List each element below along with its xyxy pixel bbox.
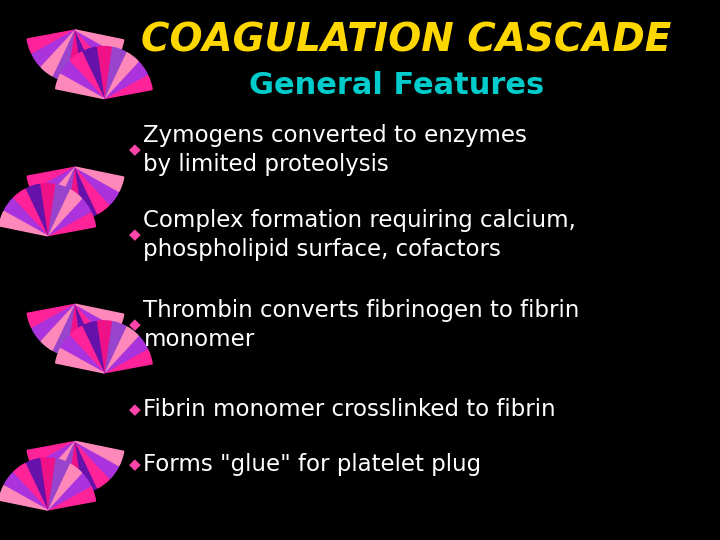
Wedge shape (48, 474, 91, 510)
Wedge shape (4, 473, 48, 510)
Text: Fibrin monomer crosslinked to fibrin: Fibrin monomer crosslinked to fibrin (143, 399, 556, 422)
Wedge shape (76, 441, 124, 465)
Wedge shape (83, 321, 104, 373)
Text: Zymogens converted to enzymes
by limited proteolysis: Zymogens converted to enzymes by limited… (143, 124, 527, 176)
Text: ◆: ◆ (129, 227, 141, 242)
Wedge shape (48, 464, 81, 510)
Wedge shape (41, 30, 76, 76)
Wedge shape (70, 326, 104, 373)
Text: ◆: ◆ (129, 402, 141, 417)
Wedge shape (76, 441, 119, 478)
Wedge shape (76, 30, 124, 54)
Wedge shape (97, 321, 112, 373)
Wedge shape (76, 167, 109, 214)
Wedge shape (48, 487, 96, 510)
Wedge shape (4, 199, 48, 236)
Wedge shape (53, 167, 76, 218)
Wedge shape (0, 486, 48, 510)
Wedge shape (60, 62, 104, 99)
Wedge shape (83, 47, 104, 99)
Text: General Features: General Features (249, 71, 544, 99)
Wedge shape (0, 212, 48, 236)
Wedge shape (68, 167, 82, 219)
Wedge shape (104, 336, 148, 373)
Wedge shape (68, 441, 82, 494)
Wedge shape (53, 441, 76, 492)
Wedge shape (68, 30, 82, 82)
Wedge shape (76, 167, 96, 219)
Wedge shape (104, 349, 152, 373)
Wedge shape (55, 75, 104, 99)
Wedge shape (26, 458, 48, 510)
Wedge shape (41, 167, 76, 213)
Wedge shape (70, 52, 104, 99)
Wedge shape (48, 199, 91, 236)
Text: ◆: ◆ (129, 143, 141, 158)
Wedge shape (41, 441, 76, 488)
Wedge shape (68, 304, 82, 356)
Wedge shape (27, 30, 76, 53)
Wedge shape (32, 30, 76, 66)
Wedge shape (76, 304, 96, 356)
Wedge shape (41, 304, 76, 350)
Wedge shape (40, 458, 55, 510)
Wedge shape (26, 184, 48, 236)
Wedge shape (40, 184, 55, 236)
Wedge shape (27, 167, 76, 191)
Wedge shape (55, 349, 104, 373)
Wedge shape (76, 167, 124, 191)
Wedge shape (97, 46, 112, 99)
Text: ◆: ◆ (129, 457, 141, 472)
Wedge shape (27, 441, 76, 465)
Wedge shape (104, 75, 152, 99)
Wedge shape (104, 322, 126, 373)
Wedge shape (76, 441, 96, 493)
Wedge shape (48, 459, 69, 510)
Wedge shape (104, 52, 138, 99)
Wedge shape (14, 463, 48, 510)
Wedge shape (48, 212, 96, 236)
Wedge shape (48, 190, 81, 236)
Wedge shape (76, 30, 109, 77)
Wedge shape (53, 304, 76, 355)
Wedge shape (104, 48, 126, 99)
Wedge shape (60, 336, 104, 373)
Text: Complex formation requiring calcium,
phospholipid surface, cofactors: Complex formation requiring calcium, pho… (143, 209, 576, 261)
Text: Thrombin converts fibrinogen to fibrin
monomer: Thrombin converts fibrinogen to fibrin m… (143, 299, 580, 351)
Wedge shape (76, 304, 109, 351)
Text: Forms "glue" for platelet plug: Forms "glue" for platelet plug (143, 454, 482, 476)
Wedge shape (104, 62, 148, 99)
Text: COAGULATION CASCADE: COAGULATION CASCADE (141, 21, 671, 59)
Wedge shape (48, 185, 69, 236)
Wedge shape (32, 441, 76, 478)
Wedge shape (76, 167, 119, 204)
Wedge shape (104, 327, 138, 373)
Wedge shape (32, 304, 76, 341)
Wedge shape (76, 304, 124, 328)
Wedge shape (76, 30, 96, 82)
Wedge shape (14, 189, 48, 236)
Wedge shape (76, 441, 109, 488)
Wedge shape (32, 167, 76, 204)
Wedge shape (53, 30, 76, 81)
Text: ◆: ◆ (129, 318, 141, 333)
Wedge shape (76, 304, 119, 341)
Wedge shape (27, 304, 76, 328)
Wedge shape (76, 30, 119, 67)
